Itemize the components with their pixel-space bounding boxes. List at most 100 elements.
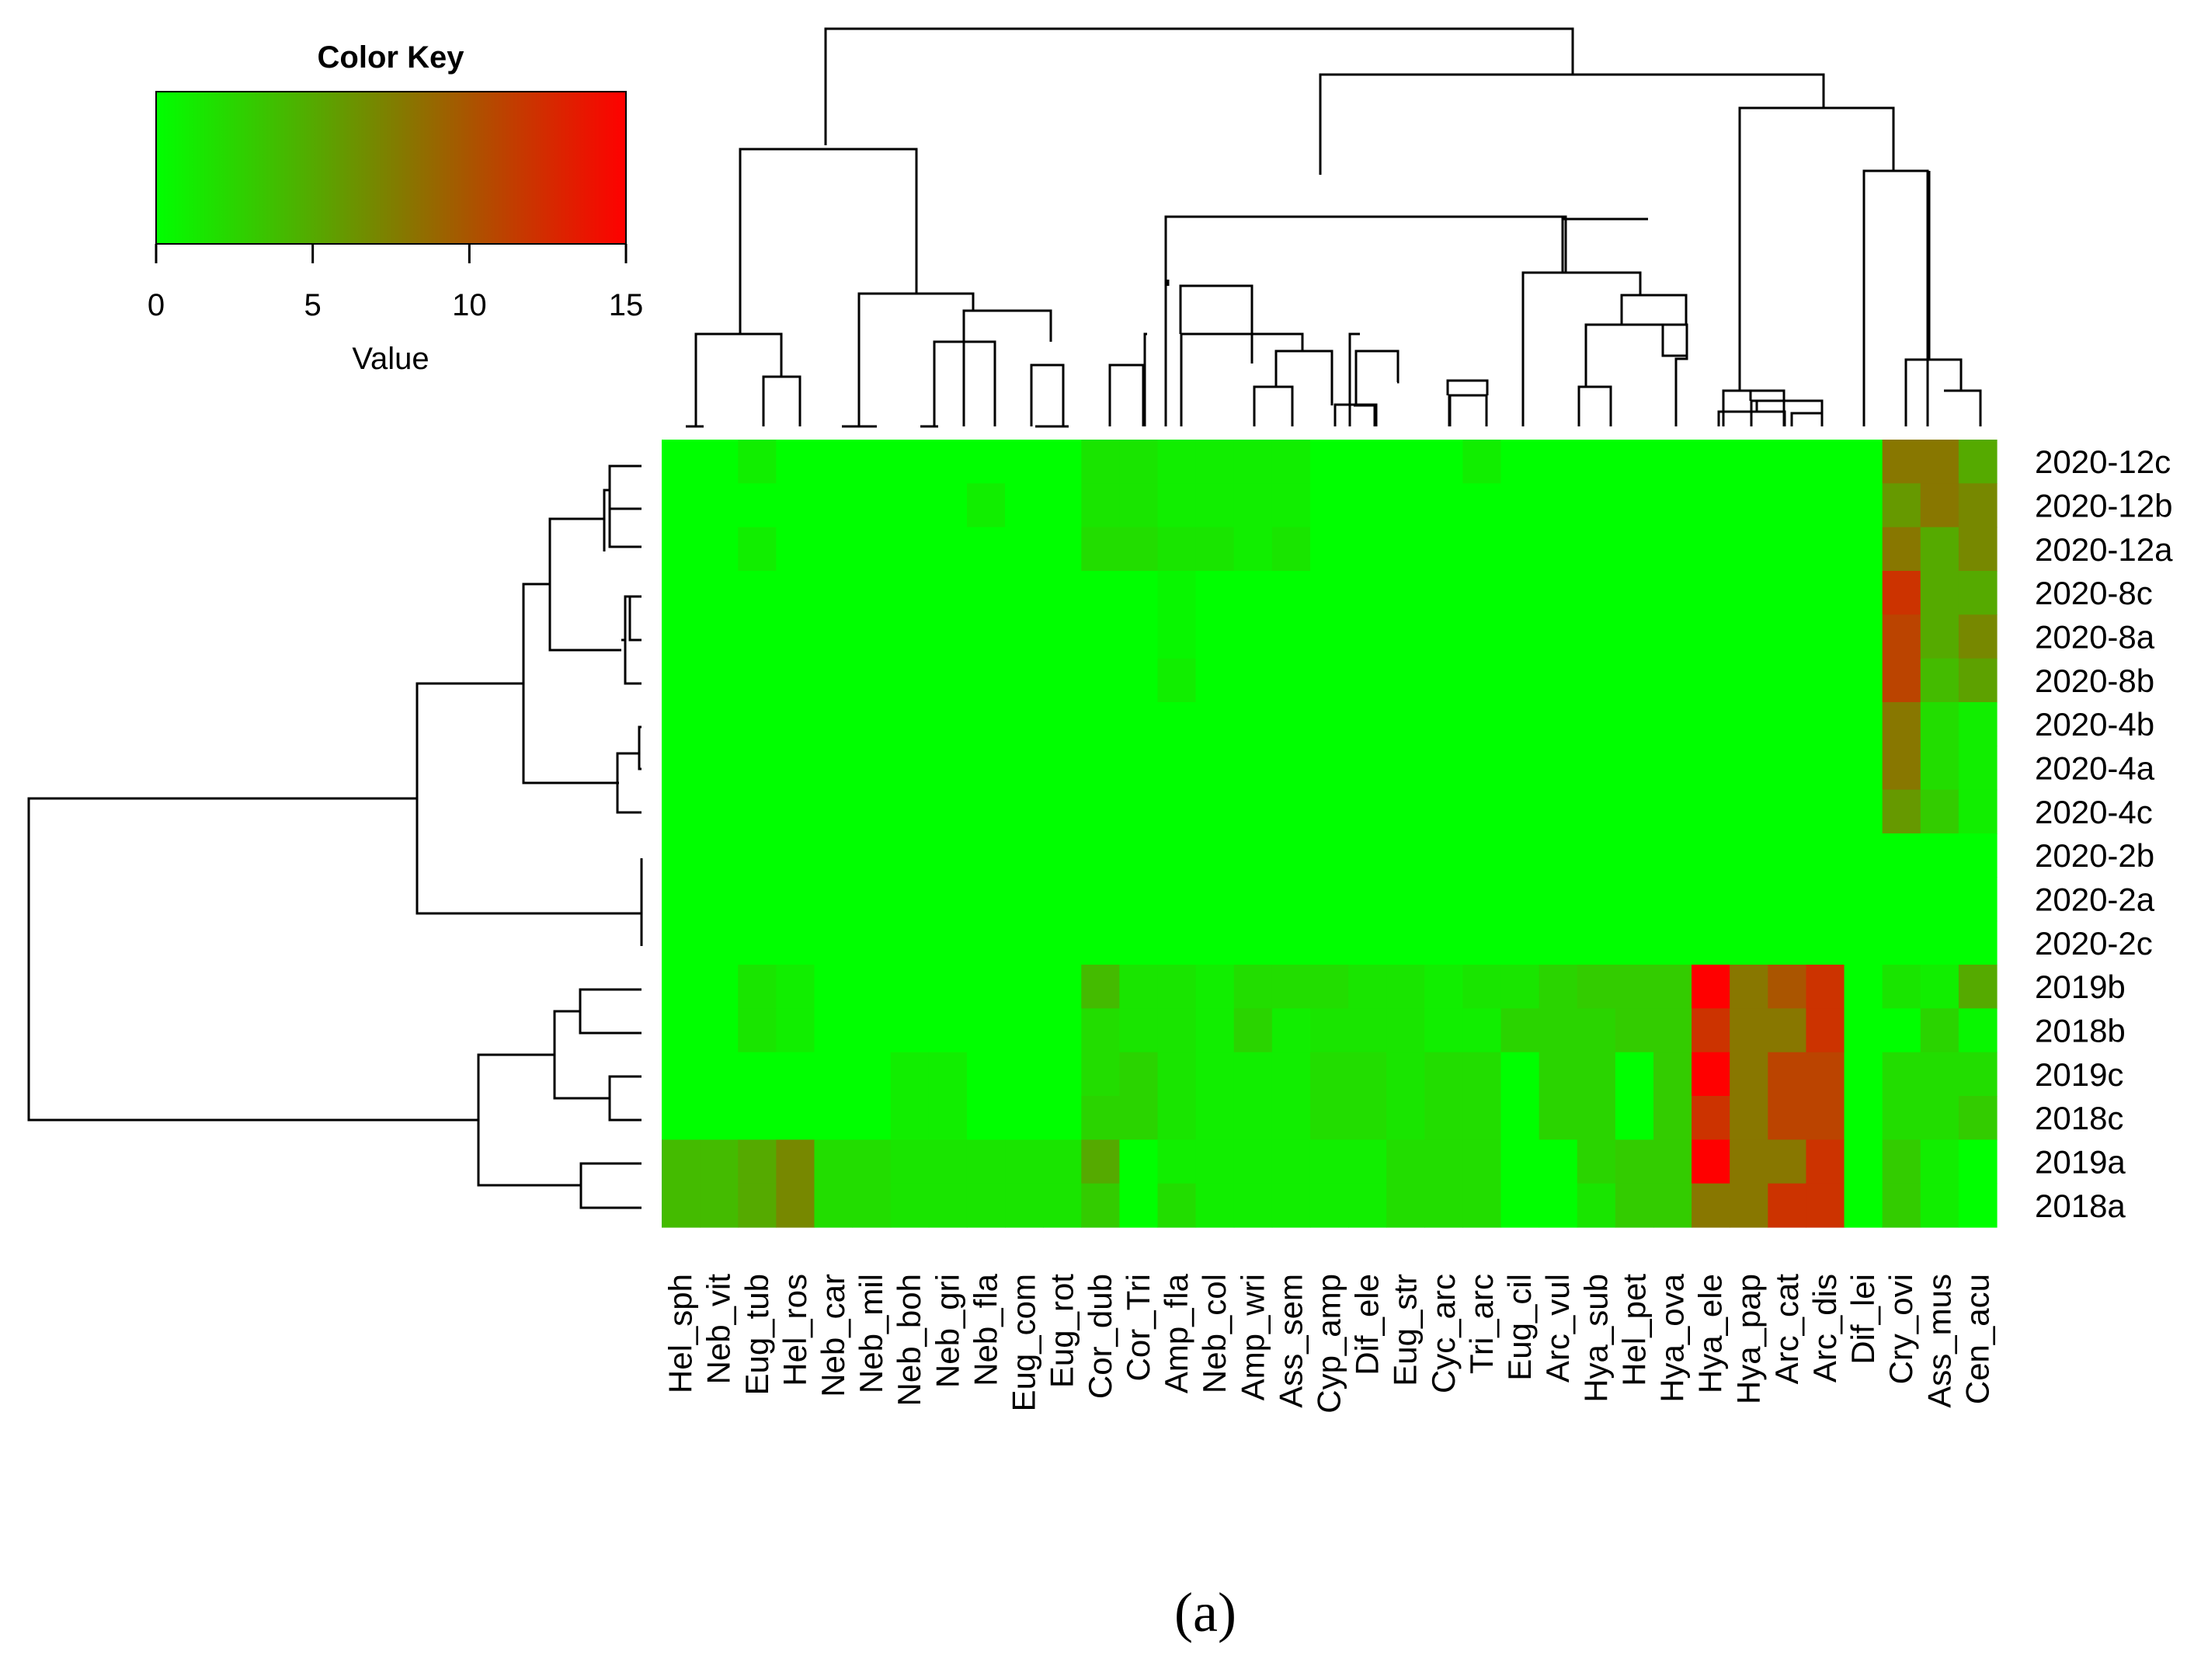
heatmap-cell — [1462, 877, 1502, 922]
heatmap-cell — [1844, 877, 1883, 922]
heatmap-cell — [1081, 1096, 1120, 1140]
heatmap-cell — [1844, 1139, 1883, 1184]
heatmap-cell — [852, 1008, 892, 1053]
heatmap-cell — [1500, 1096, 1540, 1140]
heatmap-cell — [700, 483, 739, 528]
heatmap-cell — [852, 1183, 892, 1228]
heatmap-cell — [1043, 571, 1082, 615]
heatmap-cell — [1653, 1183, 1692, 1228]
heatmap-cell — [1730, 527, 1768, 572]
heatmap-cell — [1424, 746, 1463, 791]
heatmap-cell — [966, 1139, 1006, 1184]
heatmap-cell — [890, 527, 930, 572]
heatmap-cell — [700, 833, 739, 878]
heatmap-cell — [700, 746, 739, 791]
heatmap-cell — [1424, 920, 1463, 965]
heatmap-cell — [1958, 527, 1998, 572]
column-label: Hya_ova — [1654, 1273, 1691, 1402]
heatmap-cell — [966, 833, 1006, 878]
heatmap-cell — [1615, 789, 1654, 834]
heatmap-cell — [1271, 571, 1311, 615]
heatmap-cell — [1577, 1096, 1616, 1140]
heatmap-cell — [852, 877, 892, 922]
heatmap-cell — [1386, 483, 1425, 528]
heatmap-cell — [1309, 483, 1349, 528]
heatmap-cell — [890, 789, 930, 834]
heatmap-cell — [1539, 833, 1578, 878]
heatmap-cell — [1500, 789, 1540, 834]
heatmap-cell — [700, 1052, 739, 1097]
heatmap-cell — [1692, 1096, 1730, 1140]
heatmap-cell — [1005, 1052, 1044, 1097]
heatmap-cell — [700, 920, 739, 965]
heatmap-cell — [1500, 920, 1540, 965]
heatmap-cell — [1615, 877, 1654, 922]
heatmap-cell — [1920, 1096, 1959, 1140]
heatmap-cell — [1730, 920, 1768, 965]
heatmap-cell — [1768, 1139, 1807, 1184]
color-key-tick-label: 0 — [148, 288, 165, 322]
heatmap-cell — [1157, 702, 1197, 746]
heatmap-cell — [1043, 658, 1082, 703]
heatmap-cell — [814, 965, 854, 1009]
heatmap-cell — [1615, 1139, 1654, 1184]
heatmap-cell — [1233, 1008, 1273, 1053]
heatmap-cell — [1195, 833, 1235, 878]
heatmap-cell — [1730, 746, 1768, 791]
heatmap-cell — [1424, 658, 1463, 703]
heatmap-cell — [1958, 571, 1998, 615]
heatmap-cell — [1882, 1139, 1921, 1184]
column-label: Hel_ros — [777, 1274, 813, 1386]
heatmap-cell — [814, 440, 854, 484]
column-label: Cen_acu — [1959, 1274, 1995, 1404]
heatmap-cell — [662, 571, 701, 615]
heatmap-cell — [1577, 1139, 1616, 1184]
heatmap-cell — [1806, 746, 1845, 791]
heatmap-cell — [738, 440, 777, 484]
heatmap-cell — [1271, 789, 1311, 834]
heatmap-cell — [1233, 746, 1273, 791]
heatmap-cell — [1271, 1096, 1311, 1140]
heatmap-cell — [1920, 702, 1959, 746]
heatmap-cell — [1309, 789, 1349, 834]
heatmap-cell — [1844, 571, 1883, 615]
heatmap-cell — [1119, 789, 1159, 834]
heatmap-cell — [852, 1052, 892, 1097]
heatmap-cell — [1577, 746, 1616, 791]
heatmap-cell — [1195, 658, 1235, 703]
heatmap-cell — [1462, 746, 1502, 791]
heatmap-cell — [1653, 1139, 1692, 1184]
heatmap-cell — [1615, 527, 1654, 572]
heatmap-cell — [776, 614, 815, 659]
row-label: 2020-12a — [2035, 531, 2173, 568]
heatmap-cell — [1730, 658, 1768, 703]
heatmap-cell — [852, 702, 892, 746]
heatmap-cell — [662, 1008, 701, 1053]
heatmap-cell — [1157, 571, 1197, 615]
heatmap-cell — [1958, 1183, 1998, 1228]
heatmap-cell — [700, 789, 739, 834]
heatmap-cell — [1615, 571, 1654, 615]
heatmap-cell — [1195, 877, 1235, 922]
heatmap-cell — [1920, 1052, 1959, 1097]
heatmap-cell — [1005, 440, 1044, 484]
heatmap-cell — [1615, 614, 1654, 659]
heatmap-cell — [1958, 877, 1998, 922]
row-label: 2018c — [2035, 1100, 2123, 1136]
heatmap-cell — [1920, 877, 1959, 922]
heatmap-cell — [1692, 483, 1730, 528]
heatmap-cell — [1348, 614, 1387, 659]
heatmap-cell — [1386, 1052, 1425, 1097]
column-label: Eug_rot — [1044, 1274, 1080, 1388]
heatmap-cell — [814, 702, 854, 746]
heatmap-cell — [890, 702, 930, 746]
heatmap-cell — [1806, 1096, 1845, 1140]
heatmap-cell — [1653, 527, 1692, 572]
heatmap-cell — [1882, 702, 1921, 746]
column-label: Neb_vit — [701, 1274, 737, 1385]
heatmap-cell — [966, 527, 1006, 572]
heatmap-cell — [1539, 614, 1578, 659]
heatmap-cell — [776, 965, 815, 1009]
heatmap-cell — [1157, 1139, 1197, 1184]
heatmap-cell — [1615, 920, 1654, 965]
